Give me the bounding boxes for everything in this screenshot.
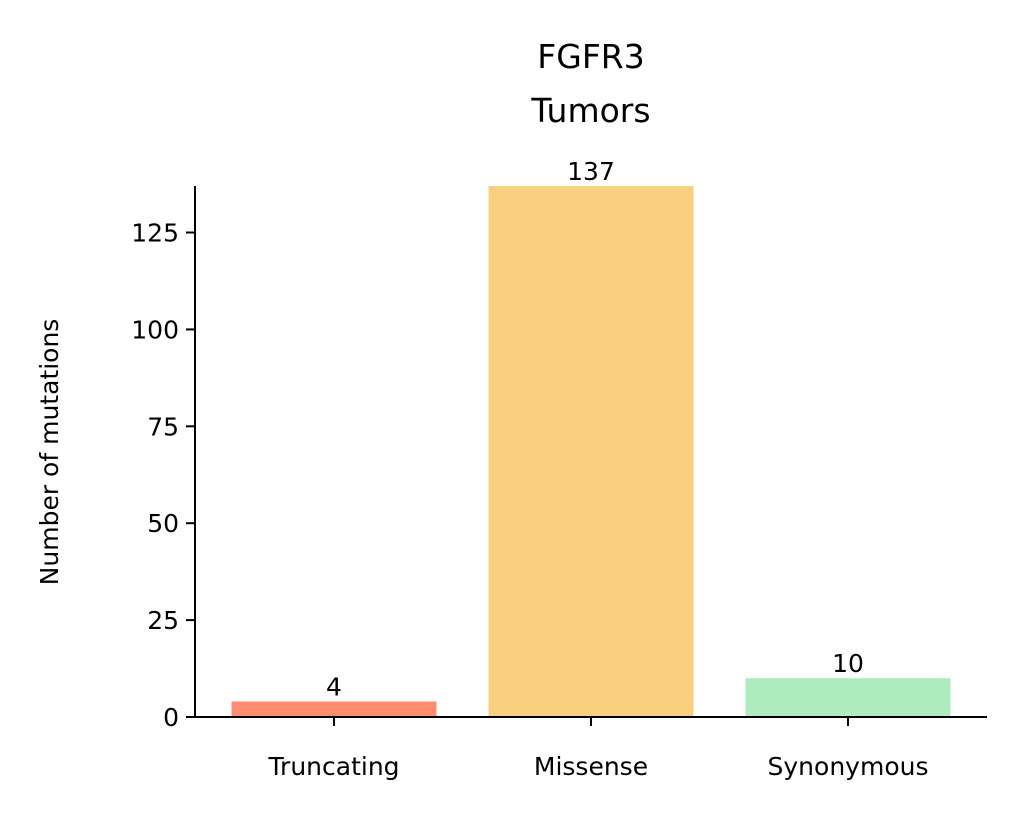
data-label-synonymous: 10: [832, 649, 864, 678]
y-tick-label-25: 25: [147, 606, 179, 635]
y-tick-label-125: 125: [131, 219, 179, 248]
y-tick-label-100: 100: [131, 315, 179, 344]
x-tick-label-missense: Missense: [534, 752, 648, 781]
chart-title-line-1: FGFR3: [537, 37, 644, 76]
bar-synonymous: [745, 678, 951, 717]
chart-title-line-2: Tumors: [530, 91, 650, 130]
y-tick-label-75: 75: [147, 412, 179, 441]
y-axis-label: Number of mutations: [35, 319, 64, 586]
axes-layer: Truncating Missense Synonymous 0 25 50 75 100 12…: [131, 186, 987, 781]
bar-missense: [488, 186, 694, 717]
x-tick-label-synonymous: Synonymous: [768, 752, 929, 781]
x-tick-label-truncating: Truncating: [267, 752, 399, 781]
data-label-truncating: 4: [326, 672, 342, 701]
data-label-missense: 137: [567, 157, 615, 186]
chart-title: FGFR3 Tumors: [530, 37, 650, 130]
bars-layer: [231, 186, 951, 717]
data-labels-layer: 4 137 10: [326, 157, 864, 701]
bar-truncating: [231, 701, 437, 717]
y-tick-label-50: 50: [147, 509, 179, 538]
y-tick-label-0: 0: [163, 703, 179, 732]
